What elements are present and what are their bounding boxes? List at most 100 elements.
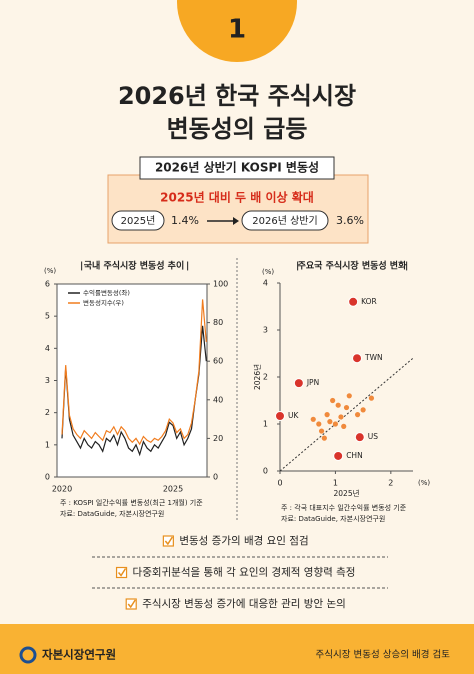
chart-title: 주요국 주식시장 변동성 변화 [298, 260, 407, 272]
chart-note: 주 : 각국 대표지수 일간수익률 변동성 기준 [281, 503, 407, 512]
checkmark [164, 536, 173, 546]
x-tick-label: 1 [333, 479, 338, 488]
plot-frame [56, 283, 208, 478]
checkmark [127, 599, 136, 609]
y-tick-label: 5 [45, 312, 50, 321]
y2-tick-label: 100 [213, 280, 228, 289]
pill [241, 210, 329, 231]
summary-title-box [139, 156, 335, 180]
point-label: JPN [306, 378, 319, 387]
summary-title: 2026년 상반기 KOSPI 변동성 [155, 160, 319, 175]
point-label: CHN [346, 451, 363, 460]
country-marker [348, 296, 359, 307]
pill-value: 3.6% [336, 214, 364, 227]
title-line: 변동성의 급등 [167, 115, 308, 143]
pill [111, 210, 165, 231]
chart-note: 자료: DataGuide, 자본시장연구원 [60, 509, 164, 518]
y-unit: (%) [262, 268, 274, 276]
summary-headline: 2025년 대비 두 배 이상 확대 [160, 190, 314, 205]
point [338, 414, 344, 420]
y2-tick-label: 0 [213, 473, 218, 482]
point-label: KOR [361, 297, 377, 306]
title-line: 2026년 한국 주식시장 [118, 82, 356, 110]
checklist-item: 다중회귀분석을 통해 각 요인의 경제적 영향력 측정 [133, 566, 356, 579]
point [341, 423, 347, 429]
x-tick-label: 2025 [163, 485, 183, 494]
y-tick-label: 1 [45, 440, 50, 449]
y-tick-label: 3 [263, 326, 268, 335]
pill-value: 1.4% [171, 214, 199, 227]
point [330, 397, 336, 404]
point-label: TWN [364, 353, 383, 362]
x-tick-label: 2 [388, 479, 393, 488]
point [332, 421, 339, 427]
point [346, 393, 352, 399]
checklist-item: 변동성 증가의 배경 요인 점검 [179, 534, 308, 547]
y-tick-label: 3 [45, 376, 50, 385]
y-tick-label: 0 [263, 467, 268, 476]
point [335, 402, 341, 408]
logo [19, 646, 37, 664]
y2-tick-label: 40 [213, 395, 223, 404]
country-marker [293, 378, 304, 389]
pill-label: 2026년 상반기 [252, 215, 317, 227]
y-axis-label: 2026년 [252, 364, 262, 390]
y2-tick-label: 60 [213, 357, 223, 366]
footer-topic: 주식시장 변동성 상승의 배경 검토 [316, 649, 451, 661]
y2-tick-label: 20 [213, 434, 223, 443]
title-bar: | [405, 262, 408, 272]
point [327, 419, 333, 425]
point-label: UK [288, 411, 299, 420]
y-tick-label: 6 [45, 280, 50, 289]
point-label: US [368, 432, 378, 441]
y-tick-label: 0 [45, 473, 50, 482]
point [368, 395, 375, 401]
footer-org: 자본시장연구원 [42, 648, 116, 662]
point [310, 416, 316, 422]
chart-note: 주 : KOSPI 일간수익률 변동성(최근 1개월) 기준 [60, 498, 203, 507]
arrow-head [233, 217, 239, 225]
point [360, 407, 366, 413]
point [343, 404, 350, 411]
country-marker [352, 353, 363, 364]
point [354, 412, 361, 418]
checklist-item: 주식시장 변동성 증가에 대응한 관리 방안 논의 [142, 598, 346, 610]
chart-note: 자료: DataGuide, 자본시장연구원 [281, 514, 385, 523]
pill-label: 2025년 [121, 215, 156, 227]
checkbox [125, 598, 137, 610]
series-line [61, 325, 207, 457]
title-bar: | [186, 262, 189, 272]
legend-label: 수익률변동성(좌) [83, 288, 130, 297]
legend-label: 변동성지수(우) [83, 298, 124, 307]
country-marker [333, 450, 344, 461]
reference-line [279, 357, 414, 472]
country-marker [275, 411, 285, 422]
chart-title: 국내 주식시장 변동성 추이 [84, 260, 184, 272]
x-tick-label: 0 [277, 479, 282, 488]
x-axis-label: 2025년 [334, 488, 360, 498]
point [316, 421, 322, 427]
point [321, 435, 327, 441]
badge-number: 1 [228, 15, 246, 45]
x-tick-label: 2020 [52, 485, 72, 494]
title-bar: | [80, 262, 83, 272]
y2-tick-label: 80 [213, 318, 223, 327]
point [324, 412, 330, 418]
badge-circle [177, 0, 297, 62]
point [318, 428, 325, 434]
footer-band [0, 624, 474, 674]
x-unit: (%) [418, 479, 430, 487]
y-tick-label: 4 [263, 279, 268, 288]
country-marker [354, 432, 365, 443]
title-bar: | [296, 262, 299, 272]
checkbox [162, 535, 174, 547]
y-tick-label: 4 [45, 344, 50, 353]
checkmark [117, 568, 127, 577]
y-tick-label: 2 [45, 408, 50, 417]
y-tick-label: 1 [263, 420, 268, 429]
y-tick-label: 2 [263, 373, 268, 382]
summary-box [107, 174, 369, 244]
y-unit: (%) [44, 267, 56, 275]
checkbox [115, 566, 128, 579]
